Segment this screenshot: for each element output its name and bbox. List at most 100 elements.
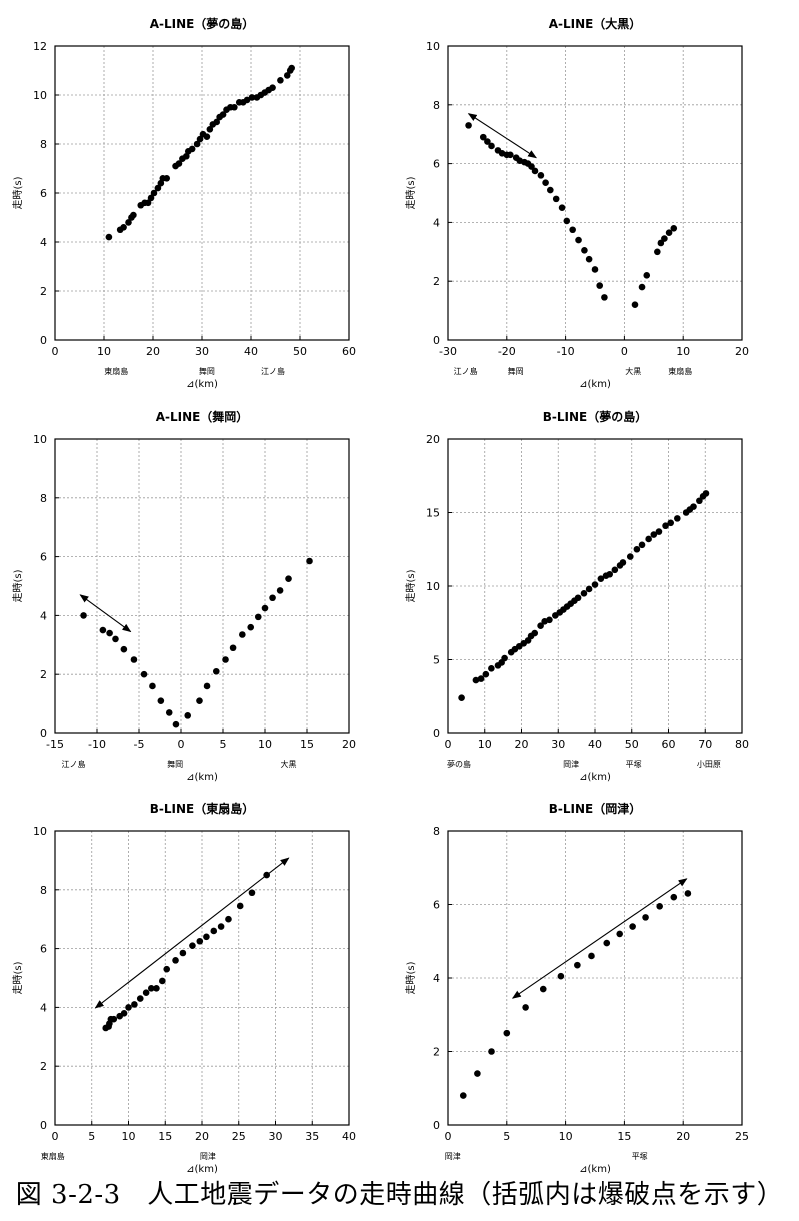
trend-arrow bbox=[79, 594, 132, 633]
x-tick-label: 10 bbox=[97, 345, 111, 358]
data-point bbox=[484, 138, 491, 145]
data-point bbox=[210, 927, 218, 935]
y-tick-label: 2 bbox=[40, 285, 47, 298]
data-point bbox=[591, 581, 599, 588]
y-tick-label: 4 bbox=[40, 1001, 47, 1014]
data-point bbox=[488, 142, 495, 150]
data-point bbox=[580, 590, 588, 597]
data-point bbox=[285, 575, 292, 582]
data-point bbox=[654, 248, 661, 256]
data-point bbox=[657, 239, 665, 247]
station-label: 小田原 bbox=[697, 760, 721, 769]
x-tick-label: 30 bbox=[551, 738, 565, 751]
y-axis-label: 走時(s) bbox=[12, 569, 24, 602]
y-tick-label: 8 bbox=[433, 825, 440, 838]
data-point bbox=[110, 1015, 118, 1023]
x-axis-label: ⊿(km) bbox=[186, 772, 218, 783]
station-label: 東扇島 bbox=[668, 366, 692, 376]
data-point bbox=[229, 644, 237, 652]
data-point bbox=[557, 972, 565, 980]
x-tick-label: 0 bbox=[178, 738, 185, 751]
data-point bbox=[574, 594, 582, 602]
chart-panel-6: 0 5 10 15 20 25 0 2 4 6 8 B-LINE（岡津） 走時(s) ⊿(km) 岡津 平塚 bbox=[405, 801, 749, 1175]
data-point bbox=[619, 559, 627, 566]
y-tick-label: 12 bbox=[33, 40, 47, 53]
data-point bbox=[667, 519, 675, 527]
station-label: 江ノ島 bbox=[261, 366, 285, 376]
y-tick-label: 4 bbox=[40, 609, 47, 622]
data-point bbox=[665, 229, 673, 236]
chart-title: A-LINE（大黒） bbox=[549, 16, 642, 31]
data-point bbox=[277, 77, 284, 84]
y-tick-label: 10 bbox=[33, 89, 47, 102]
data-point bbox=[569, 226, 576, 234]
x-tick-label: -10 bbox=[557, 345, 575, 358]
data-point bbox=[531, 167, 539, 175]
data-point bbox=[537, 172, 545, 179]
station-label: 岡津 bbox=[445, 1151, 461, 1161]
x-tick-label: 15 bbox=[158, 1130, 172, 1143]
data-point bbox=[269, 594, 276, 602]
x-tick-label: 25 bbox=[232, 1130, 246, 1143]
data-point bbox=[105, 233, 113, 241]
data-point bbox=[488, 1048, 495, 1055]
data-point bbox=[142, 989, 150, 996]
data-point bbox=[120, 645, 128, 653]
x-tick-label: -5 bbox=[134, 738, 145, 751]
data-point bbox=[631, 301, 639, 309]
data-point bbox=[283, 72, 291, 79]
data-point bbox=[501, 654, 508, 662]
data-point bbox=[596, 282, 604, 289]
x-tick-label: 20 bbox=[195, 1130, 209, 1143]
station-label: 大黒 bbox=[281, 759, 297, 769]
data-point bbox=[539, 985, 547, 993]
data-point bbox=[547, 186, 554, 194]
data-point bbox=[206, 126, 214, 133]
data-point bbox=[269, 84, 276, 91]
x-tick-label: 60 bbox=[662, 738, 676, 751]
y-tick-label: 8 bbox=[433, 99, 440, 112]
x-tick-label: 0 bbox=[52, 345, 59, 358]
data-point bbox=[150, 189, 158, 197]
x-tick-label: 25 bbox=[735, 1130, 749, 1143]
y-tick-label: 0 bbox=[433, 334, 440, 347]
data-point bbox=[243, 96, 251, 104]
x-tick-label: 20 bbox=[676, 1130, 690, 1143]
plot-frame bbox=[447, 45, 743, 341]
data-point bbox=[552, 195, 560, 203]
data-point bbox=[574, 961, 581, 969]
data-point bbox=[157, 697, 165, 704]
station-label: 東扇島 bbox=[41, 1151, 65, 1161]
y-axis-label: 走時(s) bbox=[405, 176, 417, 209]
data-point bbox=[172, 720, 180, 728]
data-point bbox=[655, 528, 663, 535]
y-tick-label: 0 bbox=[433, 727, 440, 740]
data-point bbox=[642, 914, 649, 921]
station-label: 舞岡 bbox=[199, 366, 215, 376]
data-point bbox=[563, 217, 571, 225]
chart-panel-5: 0 5 10 15 20 25 30 35 40 0 2 4 6 8 10 B-LINE（東扇島） 走時(s) ⊿… bbox=[12, 801, 356, 1175]
data-point bbox=[542, 179, 549, 187]
data-point bbox=[263, 871, 270, 879]
data-point bbox=[212, 667, 220, 675]
x-tick-label: 5 bbox=[220, 738, 227, 751]
y-tick-label: 15 bbox=[426, 507, 440, 520]
data-point bbox=[147, 194, 155, 202]
data-point bbox=[479, 133, 487, 141]
y-tick-label: 6 bbox=[40, 187, 47, 200]
data-point bbox=[248, 94, 256, 101]
x-tick-label: -10 bbox=[88, 738, 106, 751]
x-tick-label: 10 bbox=[478, 738, 492, 751]
y-axis-label: 走時(s) bbox=[12, 176, 24, 209]
data-point bbox=[184, 712, 192, 719]
data-point bbox=[603, 939, 611, 947]
y-tick-label: 4 bbox=[433, 972, 440, 985]
station-label: 平塚 bbox=[632, 1152, 648, 1161]
y-axis-label: 走時(s) bbox=[405, 961, 417, 994]
chart-title: B-LINE（夢の島） bbox=[543, 409, 647, 424]
data-point bbox=[477, 675, 485, 682]
station-label: 平塚 bbox=[626, 760, 642, 769]
chart-panel-3: -15 -10 -5 0 5 10 15 20 0 2 4 6 8 10 A-LINE（舞岡） 走時(s) ⊿(… bbox=[12, 409, 356, 783]
data-point bbox=[248, 889, 256, 897]
chart-panel-1: 0 10 20 30 40 50 60 0 2 4 6 8 10 12 A-LINE（夢の島） 走時(s) ⊿(… bbox=[12, 16, 356, 390]
